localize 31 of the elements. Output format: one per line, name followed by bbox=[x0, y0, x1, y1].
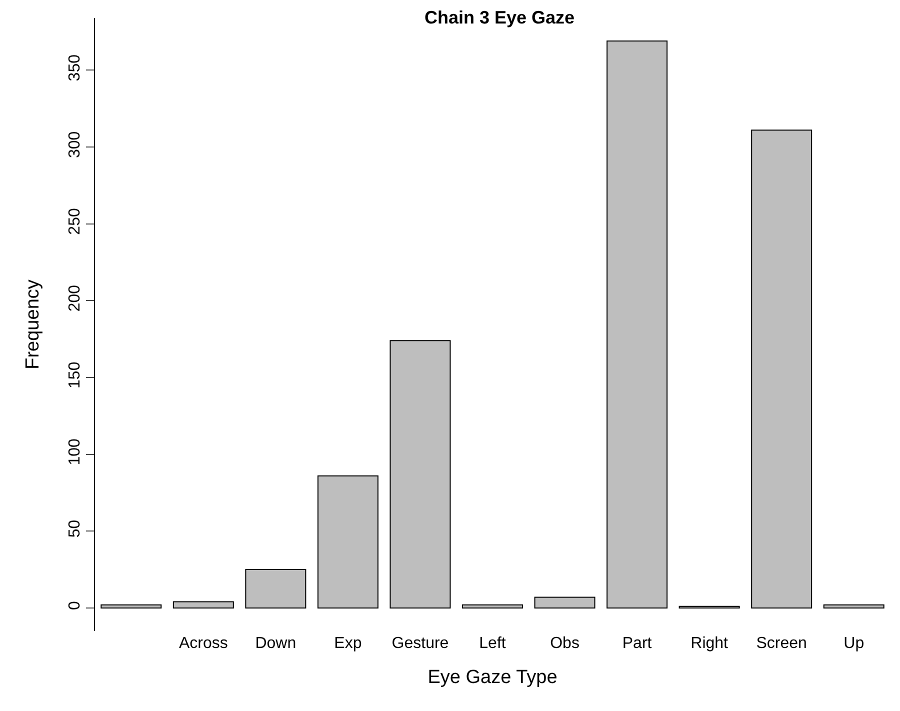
bar bbox=[534, 596, 596, 608]
bar bbox=[100, 604, 162, 608]
y-tick-label: 100 bbox=[66, 438, 84, 466]
x-tick-label: Exp bbox=[334, 635, 362, 652]
chart-title: Chain 3 Eye Gaze bbox=[424, 7, 575, 28]
bar bbox=[751, 130, 812, 608]
x-tick-label: Obs bbox=[550, 635, 580, 652]
bar bbox=[390, 340, 451, 608]
bar bbox=[823, 604, 884, 608]
y-tick-label: 250 bbox=[66, 208, 84, 235]
x-tick-label: Down bbox=[255, 635, 296, 652]
x-tick-label: Up bbox=[844, 635, 864, 652]
y-tick-label: 0 bbox=[66, 601, 84, 610]
bar bbox=[606, 40, 668, 608]
bar bbox=[172, 601, 234, 608]
bar bbox=[317, 475, 378, 608]
x-tick-label: Gesture bbox=[392, 635, 449, 652]
x-tick-label: Across bbox=[178, 635, 228, 652]
bar bbox=[245, 569, 306, 608]
x-axis-title: Eye Gaze Type bbox=[428, 666, 558, 688]
x-tick-label: Right bbox=[690, 635, 729, 652]
x-tick-label: Left bbox=[479, 635, 506, 652]
y-tick-label: 150 bbox=[66, 362, 84, 388]
y-axis-title: Frequency bbox=[22, 279, 44, 370]
y-tick-label: 200 bbox=[66, 284, 84, 312]
x-tick-label: Screen bbox=[756, 635, 807, 652]
y-tick-label: 300 bbox=[66, 131, 84, 158]
y-tick-label: 50 bbox=[66, 520, 84, 538]
x-tick-label: Part bbox=[622, 635, 652, 652]
y-tick-label: 350 bbox=[66, 54, 84, 82]
bar bbox=[462, 604, 523, 608]
